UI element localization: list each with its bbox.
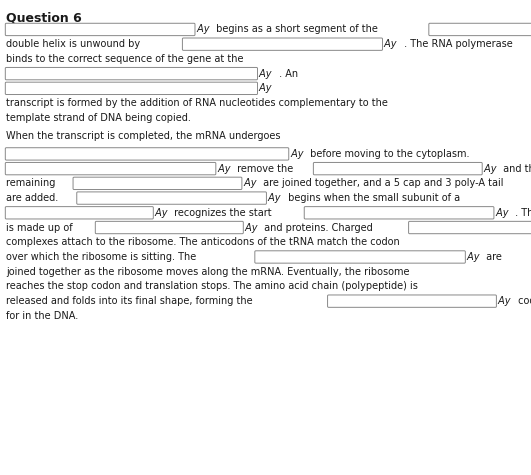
Text: remove the: remove the bbox=[234, 163, 296, 174]
Text: binds to the correct sequence of the gene at the: binds to the correct sequence of the gen… bbox=[6, 54, 244, 64]
FancyBboxPatch shape bbox=[5, 162, 216, 175]
Text: begins when the small subunit of a: begins when the small subunit of a bbox=[285, 193, 460, 203]
FancyBboxPatch shape bbox=[5, 82, 258, 95]
Text: Ay: Ay bbox=[194, 24, 209, 35]
FancyBboxPatch shape bbox=[73, 177, 242, 190]
Text: is made up of: is made up of bbox=[6, 222, 76, 233]
Text: Ay: Ay bbox=[495, 296, 511, 306]
Text: released and folds into its final shape, forming the: released and folds into its final shape,… bbox=[6, 296, 256, 306]
Text: Ay: Ay bbox=[266, 193, 281, 203]
Text: Ay: Ay bbox=[242, 222, 258, 233]
FancyBboxPatch shape bbox=[5, 207, 153, 219]
FancyBboxPatch shape bbox=[5, 67, 258, 80]
FancyBboxPatch shape bbox=[429, 23, 531, 36]
Text: Ay: Ay bbox=[256, 83, 272, 94]
FancyBboxPatch shape bbox=[5, 23, 195, 36]
Text: joined together as the ribosome moves along the mRNA. Eventually, the ribosome: joined together as the ribosome moves al… bbox=[6, 266, 410, 277]
Text: coded: coded bbox=[515, 296, 531, 306]
Text: Ay: Ay bbox=[493, 208, 508, 218]
FancyBboxPatch shape bbox=[95, 221, 243, 234]
Text: reaches the stop codon and translation stops. The amino acid chain (polypeptide): reaches the stop codon and translation s… bbox=[6, 281, 418, 292]
Text: . The ribosome: . The ribosome bbox=[512, 208, 531, 218]
FancyBboxPatch shape bbox=[5, 148, 289, 160]
Text: and proteins. Charged: and proteins. Charged bbox=[261, 222, 376, 233]
Text: Ay: Ay bbox=[152, 208, 168, 218]
Text: When the transcript is completed, the mRNA undergoes: When the transcript is completed, the mR… bbox=[6, 131, 281, 141]
Text: begins as a short segment of the: begins as a short segment of the bbox=[213, 24, 381, 35]
FancyBboxPatch shape bbox=[328, 295, 496, 307]
Text: template strand of DNA being copied.: template strand of DNA being copied. bbox=[6, 113, 191, 123]
Text: Ay: Ay bbox=[381, 39, 397, 49]
Text: Question 6: Question 6 bbox=[6, 12, 82, 25]
Text: Ay: Ay bbox=[256, 68, 272, 79]
Text: Ay: Ay bbox=[481, 163, 496, 174]
Text: Ay: Ay bbox=[288, 149, 303, 159]
Text: . An: . An bbox=[276, 68, 298, 79]
Text: recognizes the start: recognizes the start bbox=[172, 208, 275, 218]
Text: are joined together, and a 5 cap and 3 poly-A tail: are joined together, and a 5 cap and 3 p… bbox=[260, 178, 503, 189]
Text: double helix is unwound by: double helix is unwound by bbox=[6, 39, 143, 49]
Text: for in the DNA.: for in the DNA. bbox=[6, 311, 79, 321]
FancyBboxPatch shape bbox=[77, 192, 267, 204]
Text: and the: and the bbox=[500, 163, 531, 174]
FancyBboxPatch shape bbox=[255, 251, 465, 263]
Text: before moving to the cytoplasm.: before moving to the cytoplasm. bbox=[307, 149, 469, 159]
FancyBboxPatch shape bbox=[183, 38, 382, 50]
Text: Ay: Ay bbox=[464, 252, 480, 262]
Text: remaining: remaining bbox=[6, 178, 59, 189]
FancyBboxPatch shape bbox=[313, 162, 482, 175]
Text: transcript is formed by the addition of RNA nucleotides complementary to the: transcript is formed by the addition of … bbox=[6, 98, 388, 108]
Text: Ay: Ay bbox=[215, 163, 230, 174]
Text: complexes attach to the ribosome. The anticodons of the tRNA match the codon: complexes attach to the ribosome. The an… bbox=[6, 237, 400, 247]
Text: over which the ribosome is sitting. The: over which the ribosome is sitting. The bbox=[6, 252, 200, 262]
Text: . The RNA polymerase: . The RNA polymerase bbox=[400, 39, 512, 49]
FancyBboxPatch shape bbox=[304, 207, 494, 219]
Text: are added.: are added. bbox=[6, 193, 62, 203]
Text: are: are bbox=[483, 252, 502, 262]
FancyBboxPatch shape bbox=[408, 221, 531, 234]
Text: Ay: Ay bbox=[241, 178, 256, 189]
